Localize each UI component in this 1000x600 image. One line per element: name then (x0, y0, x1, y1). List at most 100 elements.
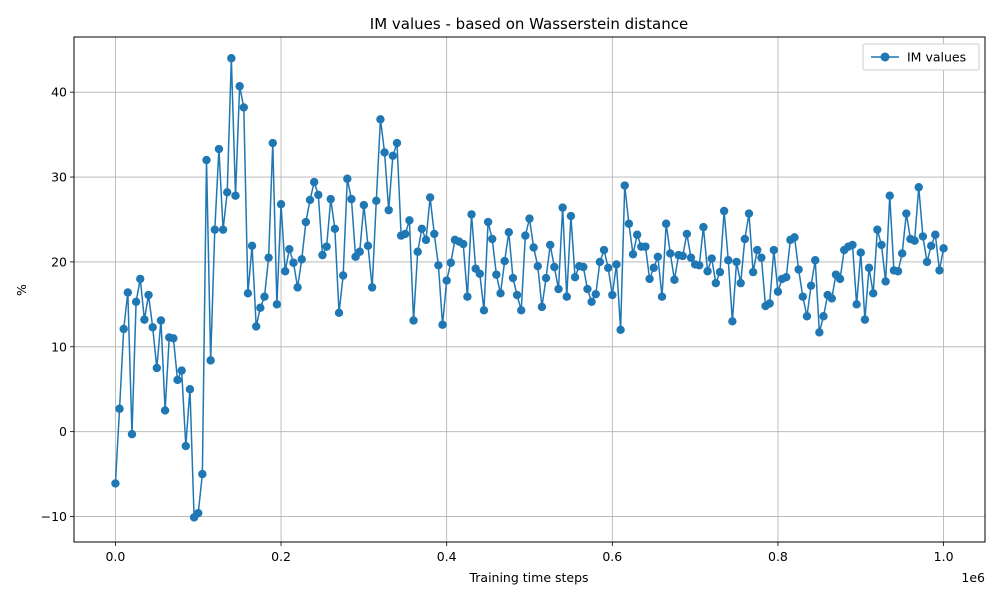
data-point (616, 325, 625, 335)
x-tick-label: 0.6 (602, 549, 622, 564)
data-point (649, 263, 658, 273)
data-point (417, 224, 427, 234)
data-point (314, 190, 323, 200)
data-point (815, 328, 824, 337)
data-point (517, 306, 526, 315)
data-point (148, 323, 157, 332)
data-point (467, 210, 476, 219)
data-point (570, 272, 580, 282)
data-point (811, 256, 820, 265)
data-point (173, 375, 182, 385)
data-point (914, 183, 923, 192)
data-point (852, 300, 861, 309)
data-point (231, 191, 240, 200)
data-point (256, 303, 265, 312)
data-point (711, 278, 721, 288)
data-point (740, 234, 750, 244)
data-point (769, 245, 779, 255)
data-point (405, 216, 414, 225)
data-point (334, 308, 344, 318)
data-point (177, 366, 186, 375)
data-point (223, 188, 232, 197)
data-point (123, 288, 133, 297)
data-point (591, 289, 600, 299)
data-point (152, 363, 162, 373)
data-point (297, 255, 306, 264)
data-point (773, 287, 783, 296)
data-point (554, 284, 563, 294)
data-point (827, 294, 836, 303)
data-point (276, 200, 286, 209)
data-point (728, 317, 737, 326)
data-point (782, 272, 791, 282)
data-point (620, 181, 629, 190)
legend: IM values (862, 43, 980, 71)
data-point (744, 209, 754, 218)
data-point (401, 229, 410, 239)
data-point (748, 267, 758, 277)
data-point (330, 224, 340, 234)
data-point (541, 273, 551, 283)
data-point (579, 262, 588, 272)
chart-title: IM values - based on Wasserstein distanc… (370, 15, 688, 33)
data-point (732, 257, 741, 267)
data-point (463, 292, 472, 301)
data-point (885, 191, 894, 200)
y-tick-label: 20 (51, 254, 67, 269)
data-point (893, 267, 903, 276)
data-point (715, 267, 725, 277)
data-point (384, 205, 393, 215)
data-point (612, 260, 621, 269)
grid (74, 37, 985, 542)
data-point (500, 256, 509, 266)
data-point (214, 144, 224, 154)
data-point (181, 441, 190, 451)
data-point (289, 258, 298, 267)
data-point (131, 297, 141, 307)
y-tick-label: −10 (41, 509, 67, 524)
data-point (848, 240, 857, 250)
data-point (707, 254, 716, 263)
data-point (301, 217, 311, 227)
data-point (322, 242, 331, 251)
data-point (939, 244, 948, 253)
data-point (359, 200, 369, 210)
y-tick-label: 30 (51, 170, 67, 185)
data-point (608, 290, 617, 300)
data-point (210, 225, 219, 234)
data-point (243, 289, 253, 298)
plot-area (74, 37, 985, 542)
data-point (160, 406, 170, 415)
data-point (521, 231, 530, 240)
data-point (140, 315, 149, 324)
data-point (355, 247, 364, 256)
data-point (703, 267, 712, 276)
data-point (446, 258, 456, 267)
legend-entry-label: IM values (907, 50, 966, 65)
data-point (488, 234, 497, 244)
data-point (926, 241, 936, 250)
data-point (529, 243, 538, 252)
data-point (496, 289, 505, 298)
data-point (380, 148, 389, 157)
data-point (343, 174, 352, 183)
data-point (376, 115, 385, 124)
data-point (194, 508, 203, 518)
data-point (682, 229, 692, 239)
data-point (869, 289, 878, 298)
data-point (757, 253, 766, 262)
data-point (483, 217, 493, 227)
data-point (305, 195, 315, 205)
data-point (856, 248, 865, 257)
data-point (119, 324, 128, 334)
data-point (931, 230, 940, 239)
data-point (115, 404, 124, 413)
data-point (492, 270, 501, 279)
data-point (413, 247, 422, 256)
data-point (264, 253, 273, 262)
data-point (169, 334, 178, 343)
data-point (719, 206, 729, 216)
data-point (185, 385, 195, 394)
data-point (550, 262, 559, 272)
y-tick-label: 10 (51, 339, 67, 354)
